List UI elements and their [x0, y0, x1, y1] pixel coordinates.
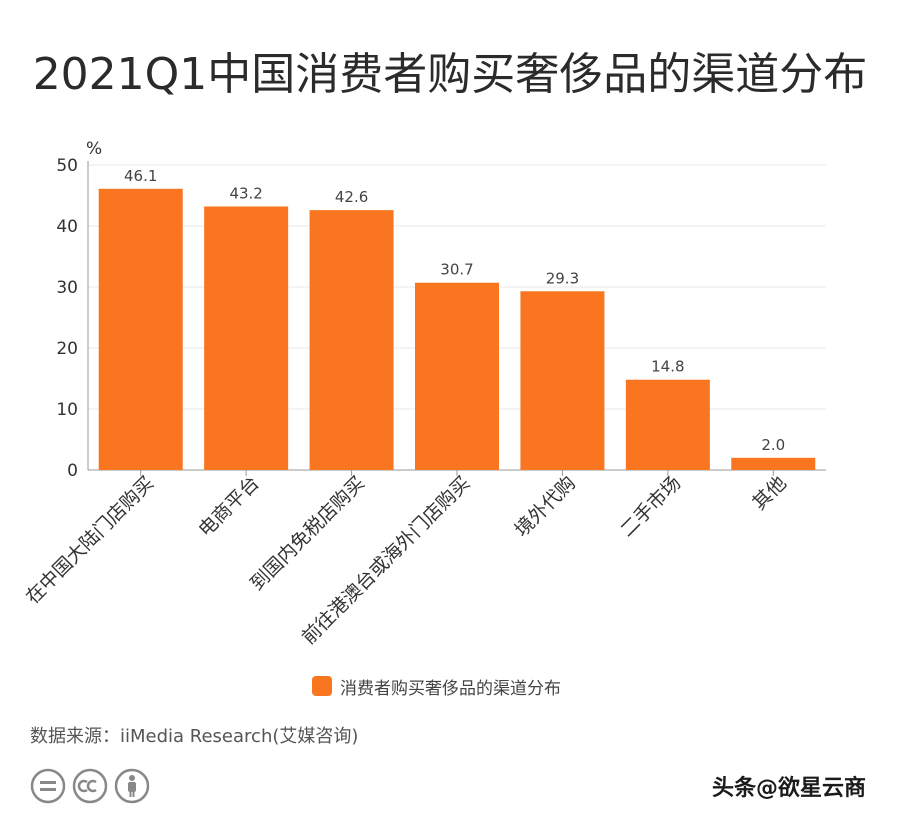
y-tick-label: 20	[56, 339, 78, 359]
legend-swatch	[312, 676, 332, 696]
y-tick-label: 10	[56, 400, 78, 420]
y-tick-label: 30	[56, 278, 78, 298]
x-tick-label: 其他	[748, 472, 790, 514]
bar	[309, 210, 394, 470]
data-label: 2.0	[761, 436, 785, 454]
chart-title: 2021Q1中国消费者购买奢侈品的渠道分布	[32, 49, 868, 100]
x-tick-label: 在中国大陆门店购买	[22, 472, 158, 608]
bar	[520, 291, 605, 470]
data-label: 43.2	[229, 184, 262, 202]
legend-label: 消费者购买奢侈品的渠道分布	[340, 678, 561, 699]
legend: 消费者购买奢侈品的渠道分布	[312, 674, 561, 699]
y-tick-label: 50	[56, 156, 78, 176]
data-label: 29.3	[546, 269, 579, 287]
equal-circle-icon	[30, 768, 66, 804]
x-tick-label: 二手市场	[616, 472, 685, 541]
license-icons	[30, 768, 150, 804]
cc-icon	[72, 768, 108, 804]
data-source: 数据来源：iiMedia Research(艾媒咨询)	[30, 726, 359, 747]
y-tick-label: 40	[56, 217, 78, 237]
watermark: 头条@欲星云商	[712, 776, 867, 801]
bar	[204, 206, 289, 471]
x-tick-label: 境外代购	[511, 472, 580, 541]
bar	[625, 379, 710, 470]
data-label: 30.7	[440, 261, 473, 279]
data-label: 46.1	[124, 167, 157, 185]
data-label: 42.6	[335, 188, 368, 206]
x-tick-label: 电商平台	[194, 472, 263, 541]
person-icon	[114, 768, 150, 804]
y-axis-unit: %	[86, 139, 102, 159]
bar	[415, 282, 499, 470]
y-tick-label: 0	[67, 461, 78, 481]
bar	[731, 457, 816, 470]
x-tick-label: 到国内免税店购买	[246, 472, 369, 595]
data-label: 14.8	[651, 358, 684, 376]
x-tick-label: 前往港澳台或海外门店购买	[298, 472, 475, 649]
bar	[98, 188, 183, 471]
bar-chart: 0 10 20 30 40 50% 46.1 在中国大陆门店购买 43.2 电商平台 42.6 到国内…	[22, 139, 826, 649]
